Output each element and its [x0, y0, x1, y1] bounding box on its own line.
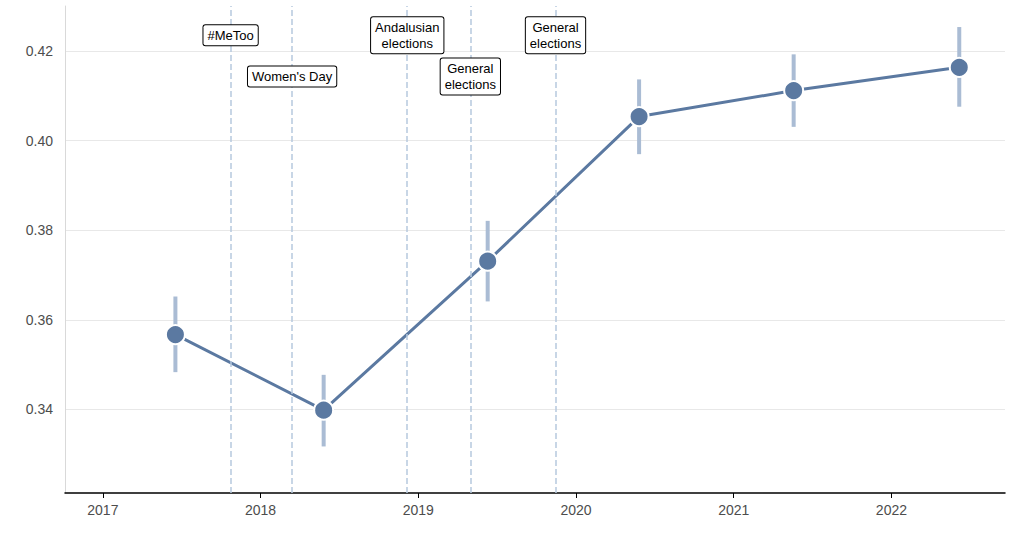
- svg-text:2017: 2017: [87, 502, 118, 518]
- svg-text:2022: 2022: [876, 502, 907, 518]
- svg-text:elections: elections: [530, 36, 582, 51]
- svg-text:0.42: 0.42: [26, 43, 53, 59]
- svg-text:#MeToo: #MeToo: [207, 28, 253, 43]
- svg-text:2019: 2019: [403, 502, 434, 518]
- svg-text:0.40: 0.40: [26, 133, 53, 149]
- svg-text:General: General: [532, 20, 578, 35]
- svg-text:General: General: [447, 61, 493, 76]
- svg-text:2020: 2020: [560, 502, 591, 518]
- svg-text:elections: elections: [445, 77, 497, 92]
- svg-text:0.38: 0.38: [26, 222, 53, 238]
- svg-text:0.34: 0.34: [26, 401, 53, 417]
- svg-text:2018: 2018: [245, 502, 276, 518]
- svg-text:elections: elections: [382, 36, 434, 51]
- svg-text:Women's Day: Women's Day: [252, 69, 333, 84]
- svg-text:0.36: 0.36: [26, 312, 53, 328]
- svg-text:2021: 2021: [718, 502, 749, 518]
- svg-text:Andalusian: Andalusian: [375, 20, 439, 35]
